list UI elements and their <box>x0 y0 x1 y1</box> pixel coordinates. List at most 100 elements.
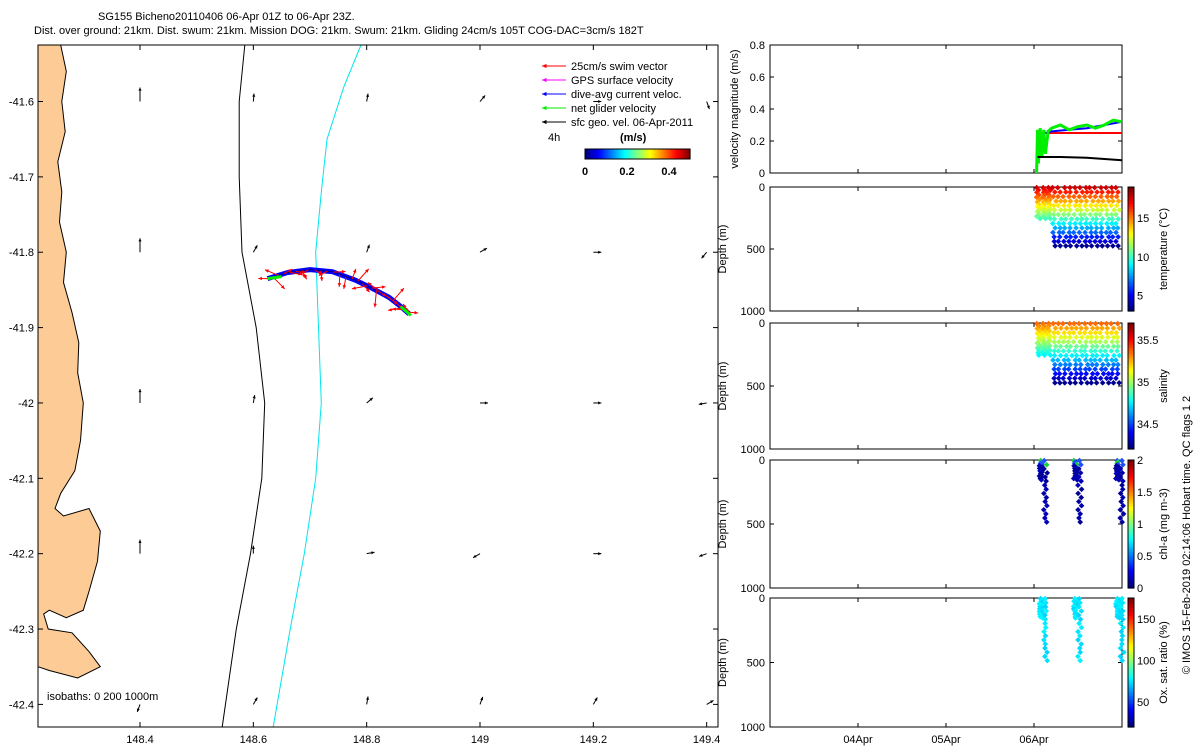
figure-title: SG155 Bicheno20110406 06-Apr 01Z to 06-A… <box>98 11 355 23</box>
chl-y-axis-label: Depth (m) <box>717 500 729 549</box>
geo-velocity-arrow <box>593 401 601 404</box>
swim-vector-arrow-head <box>414 311 418 314</box>
figure-subtitle: Dist. over ground: 21km. Dist. swum: 21k… <box>34 25 644 37</box>
isobath-200m <box>222 45 265 727</box>
geo-velocity-arrow-head <box>598 552 601 555</box>
velocity-panel-box <box>770 45 1122 173</box>
velocity-y-axis-label: velocity magnitude (m/s) <box>729 49 741 168</box>
sal-colorbar-tick: 35 <box>1137 377 1149 389</box>
temp-colorbar-tick: 5 <box>1137 291 1143 303</box>
sal-y-axis-label: Depth (m) <box>717 362 729 411</box>
geo-velocity-arrow <box>252 94 255 102</box>
ox-y-tick-label: 0 <box>759 593 765 605</box>
temp-colorbar-label: temperature (°C) <box>1158 208 1170 290</box>
sal-colorbar-tick: 34.5 <box>1137 419 1158 431</box>
geo-velocity-arrow-head <box>138 238 141 241</box>
geo-velocity-arrow <box>138 389 141 403</box>
sal-colorbar-tick: 35.5 <box>1137 335 1158 347</box>
legend-arrow <box>542 106 566 110</box>
swim-vector-arrow <box>265 270 278 276</box>
chl-y-tick-label: 500 <box>747 519 765 531</box>
sal-colorbar-label: salinity <box>1158 369 1170 403</box>
geo-velocity-arrow <box>253 245 257 252</box>
isobath-label: isobaths: 0 200 1000m <box>47 691 158 703</box>
chl-y-tick-label: 0 <box>759 455 765 467</box>
legend-arrow <box>542 78 566 82</box>
geo-velocity-arrow-head <box>480 697 483 700</box>
legend-arrow <box>542 64 566 68</box>
velocity-y-tick-label: 0.4 <box>750 104 765 116</box>
velocity-y-tick-label: 0.8 <box>750 40 765 52</box>
net-velocity-start <box>268 277 282 279</box>
temp-y-tick-label: 1000 <box>741 306 765 318</box>
swim-vector-arrow-head <box>338 283 341 287</box>
swim-vector-arrow-head <box>392 307 396 310</box>
map-y-tick-label: -42.3 <box>9 624 34 636</box>
velocity-y-tick-label: 0.6 <box>750 72 765 84</box>
map-y-tick-label: -41.8 <box>9 247 34 259</box>
legend-time-label: 4h <box>548 132 560 144</box>
geo-velocity-arrow-head <box>485 401 488 404</box>
geo-velocity-arrow-head <box>252 94 255 97</box>
geo-velocity-arrow-head <box>252 546 255 549</box>
ox-colorbar-label: Ox. sat. ratio (%) <box>1158 621 1170 704</box>
geo-velocity-arrow <box>473 554 480 558</box>
geo-velocity-arrow-head <box>699 554 702 557</box>
geo-velocity-arrow-head <box>367 245 370 248</box>
temp-y-tick-label: 0 <box>759 182 765 194</box>
chl-colorbar-label: chl-a (mg m-3) <box>1158 488 1170 560</box>
land-mass <box>38 45 100 678</box>
map-x-tick-label: 148.4 <box>126 734 154 746</box>
legend-arrow-head <box>542 106 547 110</box>
legend-colorbar-tick: 0.2 <box>619 166 634 178</box>
chl-colorbar-tick: 1.5 <box>1137 487 1152 499</box>
swim-vector-arrow <box>373 291 376 308</box>
geo-velocity-arrow <box>593 251 601 254</box>
legend-entry: 25cm/s swim vector <box>571 61 668 73</box>
geo-velocity-arrow <box>138 238 141 252</box>
map-x-tick-label: 149.2 <box>580 734 608 746</box>
map-y-tick-label: -42.1 <box>9 473 34 485</box>
legend-entry: net glider velocity <box>571 103 656 115</box>
geo-velocity-arrow <box>367 398 373 403</box>
legend-entry: GPS surface velocity <box>571 75 674 87</box>
geo-velocity-arrow <box>707 700 714 704</box>
legend-arrow <box>542 120 566 124</box>
geo-velocity-arrow <box>480 401 488 404</box>
swim-vector-arrow-head <box>320 277 323 281</box>
legend-colorbar-tick: 0 <box>582 166 588 178</box>
imos-stamp: © IMOS 15-Feb-2019 02:14:06 Hobart time.… <box>1181 396 1193 674</box>
map-axes-box <box>38 45 718 727</box>
geo-velocity-arrow <box>252 546 255 554</box>
geo-velocity-arrow <box>367 551 375 554</box>
map-y-tick-label: -41.7 <box>9 172 34 184</box>
chl-colorbar-tick: 0.5 <box>1137 551 1152 563</box>
geo-velocity-arrow-head <box>598 401 601 404</box>
geo-velocity-arrow-head <box>138 88 141 91</box>
geo-velocity-arrow <box>366 697 369 705</box>
sal-y-tick-label: 0 <box>759 318 765 330</box>
ox-panel-box <box>770 598 1122 727</box>
map-x-tick-label: 148.8 <box>353 734 381 746</box>
sal-y-tick-label: 500 <box>747 381 765 393</box>
geo-velocity-arrow <box>367 245 370 253</box>
swim-vector-arrow-head <box>353 269 356 273</box>
geo-velocity-arrow <box>137 704 140 712</box>
swim-vector-arrow-head <box>343 285 346 289</box>
temp-y-axis-label: Depth (m) <box>717 225 729 274</box>
geo-velocity-arrow <box>480 697 483 705</box>
geo-velocity-arrow <box>253 697 257 704</box>
geo-velocity-arrow <box>593 697 597 704</box>
geo-velocity-arrow-head <box>598 251 601 254</box>
map-y-tick-label: -42.4 <box>9 699 34 711</box>
ox-y-tick-label: 1000 <box>741 722 765 734</box>
map-y-tick-label: -41.6 <box>9 97 34 109</box>
geo-velocity-arrow <box>138 540 141 554</box>
legend-arrow-head <box>542 64 547 68</box>
geo-velocity-arrow <box>702 252 707 258</box>
time-tick-label: 06Apr <box>1019 734 1049 746</box>
geo-velocity-arrow <box>366 94 369 102</box>
ox-y-axis-label: Depth (m) <box>717 638 729 687</box>
temp-y-tick-label: 500 <box>747 244 765 256</box>
